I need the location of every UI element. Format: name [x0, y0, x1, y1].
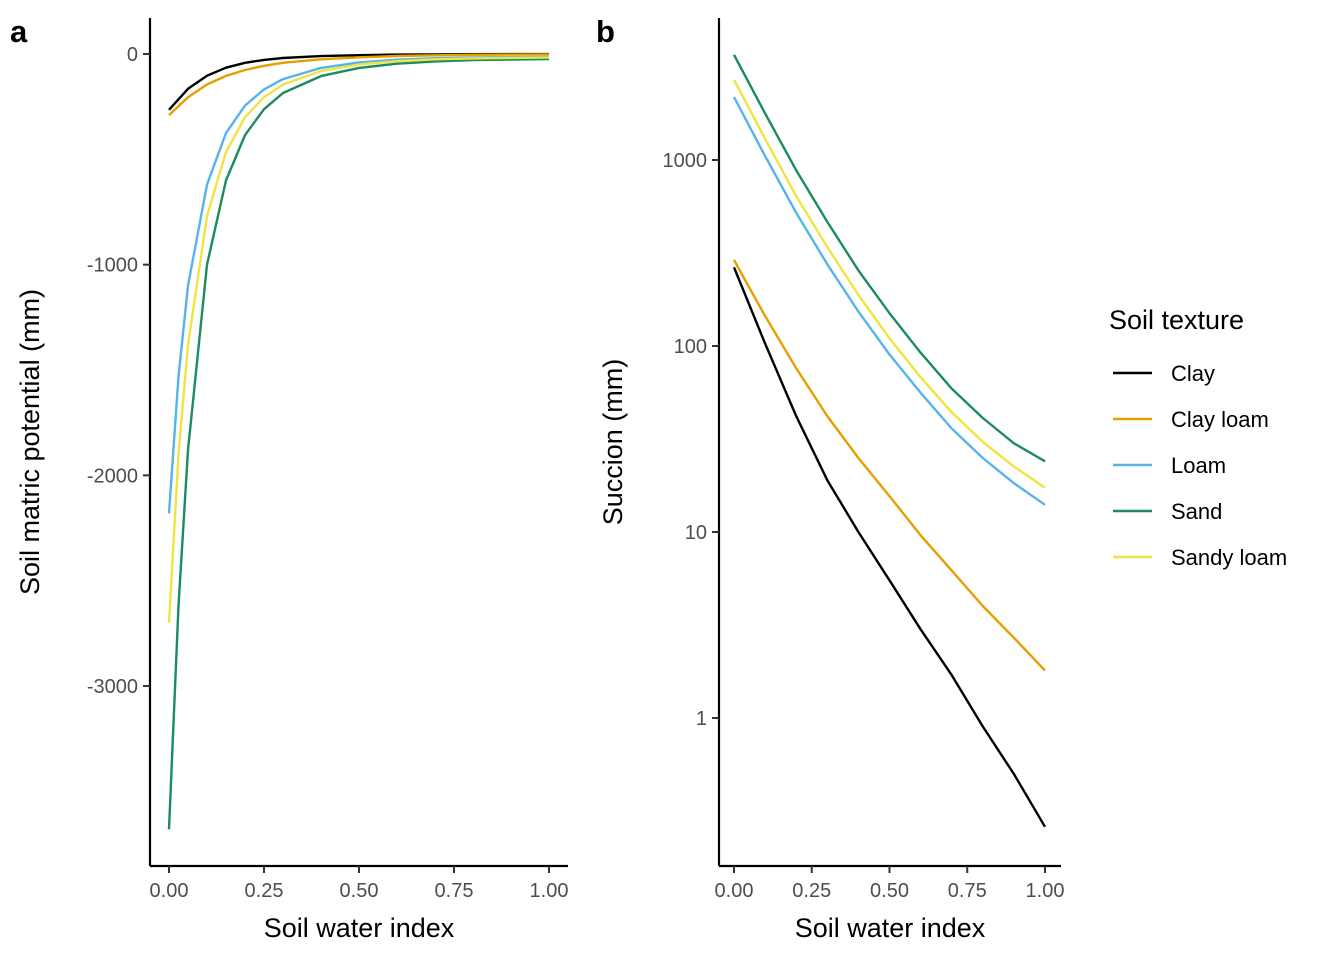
panel-b-series-sandy-loam — [732, 79, 1046, 489]
panel-a-series-loam — [167, 55, 550, 514]
legend-label-clay-loam: Clay loam — [1171, 407, 1269, 432]
panel-a-x-ticks: 0.00 0.25 0.50 0.75 1.00 — [150, 866, 569, 902]
panel-b-y-tick-label: 100 — [674, 336, 707, 358]
legend-item-clay-loam: Clay loam — [1113, 407, 1269, 432]
panel-b-x-ticks: 0.00 0.25 0.50 0.75 1.00 — [715, 866, 1065, 902]
panel-a-series-clay-loam — [168, 53, 550, 116]
panel-b-plot-area — [732, 54, 1047, 828]
panel-a-x-tick-label: 0.25 — [245, 880, 284, 902]
panel-a-x-tick-label: 1.00 — [530, 880, 569, 902]
panel-b-succion: b 1 10 100 1000 0.00 0.25 0.50 0.75 1.00 Soil w… — [596, 14, 1064, 943]
panel-a-series-sandy-loam — [167, 56, 550, 623]
legend-item-sand: Sand — [1113, 499, 1222, 524]
legend-label-sand: Sand — [1171, 499, 1222, 524]
legend-label-clay: Clay — [1171, 361, 1215, 386]
panel-a-x-axis-title: Soil water index — [264, 913, 455, 943]
panel-b-x-tick-label: 0.25 — [792, 880, 831, 902]
panel-b-y-tick-label: 10 — [685, 522, 707, 544]
panel-a-y-tick-label: 0 — [127, 44, 138, 66]
panel-b-series-sand — [732, 54, 1046, 463]
panel-a-y-axis-title: Soil matric potential (mm) — [15, 289, 45, 595]
panel-b-x-tick-label: 0.50 — [870, 880, 909, 902]
legend-items: Clay Clay loam Loam Sand Sandy loam — [1113, 361, 1287, 570]
panel-b-x-tick-label: 0.75 — [948, 880, 987, 902]
panel-b-y-tick-label: 1000 — [663, 150, 708, 172]
panel-a-plot-area — [167, 52, 550, 830]
panel-b-x-tick-label: 0.00 — [715, 880, 754, 902]
panel-a-tag: a — [10, 14, 28, 49]
panel-b-series-clay — [732, 266, 1047, 828]
panel-b-series-loam — [732, 96, 1046, 506]
legend-label-loam: Loam — [1171, 453, 1226, 478]
panel-b-y-axis-title: Succion (mm) — [598, 359, 628, 526]
legend-title: Soil texture — [1109, 305, 1244, 335]
panel-a-y-tick-label: -1000 — [87, 255, 138, 277]
panel-b-x-tick-label: 1.00 — [1026, 880, 1065, 902]
panel-b-y-ticks: 1 10 100 1000 — [663, 150, 719, 730]
panel-a-y-tick-label: -3000 — [87, 676, 138, 698]
legend-item-sandy-loam: Sandy loam — [1113, 545, 1287, 570]
panel-b-y-tick-label: 1 — [696, 708, 707, 730]
panel-a-y-ticks: 0 -1000 -2000 -3000 — [87, 44, 150, 698]
panel-a-soil-matric-potential: a 0-1000-2000-3000 0.00 0.25 0.50 0.75 1.00 … — [10, 14, 568, 943]
panel-a-series-sand — [167, 57, 550, 830]
panel-b-tag: b — [596, 14, 615, 49]
panel-b-series-clay-loam — [732, 259, 1046, 672]
legend-item-loam: Loam — [1113, 453, 1226, 478]
legend-item-clay: Clay — [1113, 361, 1215, 386]
panel-a-x-tick-label: 0.50 — [340, 880, 379, 902]
panel-a-y-tick-label: -2000 — [87, 465, 138, 487]
legend-label-sandy-loam: Sandy loam — [1171, 545, 1287, 570]
panel-a-x-tick-label: 0.75 — [435, 880, 474, 902]
panel-b-x-axis-title: Soil water index — [795, 913, 986, 943]
panel-a-x-tick-label: 0.00 — [150, 880, 189, 902]
legend: Soil texture Clay Clay loam Loam Sand Sandy … — [1109, 305, 1287, 570]
